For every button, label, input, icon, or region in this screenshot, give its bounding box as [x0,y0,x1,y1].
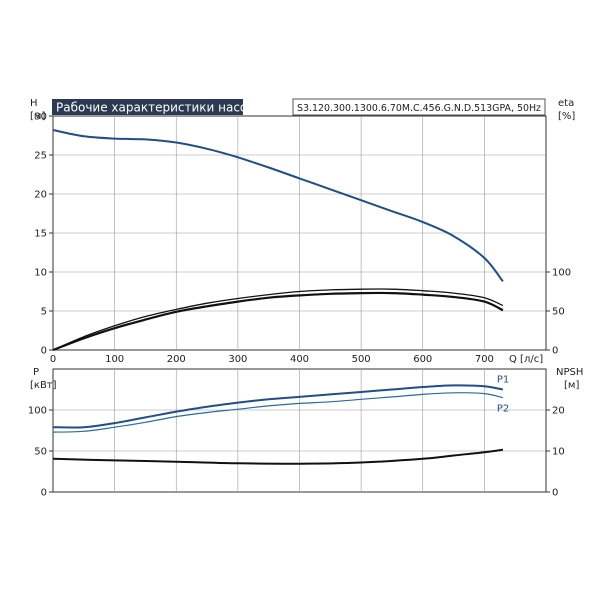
right-tick-label: 0 [552,346,558,357]
left-tick-label: 0 [41,346,47,357]
head-axis-unit: [м] [30,111,45,122]
left-tick-label: 50 [34,447,47,458]
left-tick-label: 0 [41,488,47,499]
efficiency-curve-1 [52,288,504,351]
right-tick-label: 20 [552,406,565,417]
pump-model-label: S3.120.300.1300.6.70M.C.456.G.N.D.513GPA… [297,103,541,114]
right-tick-label: 50 [552,307,565,318]
left-tick-label: 30 [34,112,47,123]
x-tick-label: 0 [50,354,56,365]
flow-axis-label: Q [л/с] [509,354,543,365]
npsh-axis-label: NPSH [556,367,583,378]
x-tick-label: 300 [228,354,247,365]
left-tick-label: 100 [28,406,47,417]
series-label-p2: P2 [497,404,509,415]
power-npsh-panel: 0 50 100 0 10 20 P1 P2 [28,368,565,499]
head-curve [52,129,504,283]
chart-title: Рабочие характеристики насоса [56,101,261,115]
p1-curve [52,384,504,429]
head-axis-label: H [30,98,38,109]
x-tick-label: 500 [352,354,371,365]
eta-axis-label: eta [558,98,574,109]
x-tick-label: 400 [290,354,309,365]
left-tick-label: 10 [34,268,47,279]
right-tick-label: 100 [552,268,571,279]
x-tick-label: 200 [167,354,186,365]
power-axis-unit: [кВт] [30,380,57,391]
p2-curve [52,392,504,433]
right-tick-label: 10 [552,447,565,458]
efficiency-curve-2 [52,291,504,352]
npsh-curve [52,448,504,465]
title-box [52,99,243,115]
series-label-p1: P1 [497,375,509,386]
model-box [292,98,546,116]
left-tick-label: 5 [41,307,47,318]
power-axis-label: P [33,367,39,378]
npsh-axis-unit: [м] [564,380,579,391]
right-tick-label: 0 [552,488,558,499]
left-tick-label: 25 [34,151,47,162]
left-tick-label: 15 [34,229,47,240]
x-tick-label: 100 [105,354,124,365]
x-tick-label: 700 [475,354,494,365]
x-tick-label: 600 [413,354,432,365]
eta-axis-unit: [%] [558,111,575,122]
left-tick-label: 20 [34,190,47,201]
